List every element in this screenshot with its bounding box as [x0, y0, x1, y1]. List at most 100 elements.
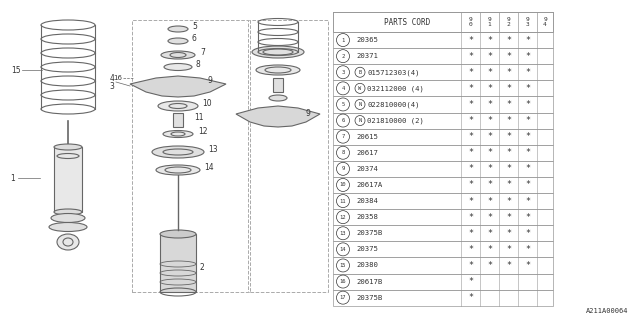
Text: 15: 15 [340, 263, 346, 268]
Text: *: * [506, 245, 511, 254]
Text: *: * [525, 116, 530, 125]
Text: 6: 6 [192, 34, 197, 43]
Bar [160, 234, 196, 292]
Text: *: * [468, 100, 473, 109]
Text: *: * [525, 84, 530, 93]
Text: *: * [487, 52, 492, 61]
Text: PARTS CORD: PARTS CORD [384, 18, 430, 27]
Ellipse shape [168, 38, 188, 44]
Text: *: * [468, 213, 473, 222]
Text: *: * [506, 36, 511, 44]
Text: *: * [468, 52, 473, 61]
Text: N: N [358, 118, 362, 123]
Bar [333, 161, 553, 177]
Bar [333, 177, 553, 193]
Ellipse shape [168, 26, 188, 32]
Text: *: * [525, 148, 530, 157]
Bar [250, 20, 328, 292]
Text: N: N [358, 102, 362, 107]
Bar [333, 274, 553, 290]
Bar [333, 225, 553, 241]
Text: 1: 1 [341, 37, 344, 43]
Bar [132, 20, 248, 292]
Text: 20374: 20374 [356, 166, 378, 172]
Text: 11: 11 [340, 198, 346, 204]
Text: 20358: 20358 [356, 214, 378, 220]
Bar [333, 12, 553, 32]
Text: 9: 9 [208, 76, 213, 85]
Text: *: * [468, 132, 473, 141]
Text: *: * [468, 116, 473, 125]
Text: 3: 3 [341, 70, 344, 75]
Text: 3: 3 [109, 82, 115, 91]
Text: *: * [487, 261, 492, 270]
Text: *: * [487, 132, 492, 141]
Bar [333, 257, 553, 274]
Text: *: * [525, 229, 530, 238]
Text: *: * [525, 196, 530, 205]
Text: *: * [525, 180, 530, 189]
Text: 20371: 20371 [356, 53, 378, 59]
Text: *: * [525, 52, 530, 61]
Text: *: * [525, 100, 530, 109]
Text: 5: 5 [192, 22, 197, 31]
Bar [333, 32, 553, 48]
Polygon shape [130, 76, 226, 97]
Ellipse shape [163, 131, 193, 138]
Text: 2: 2 [341, 54, 344, 59]
Text: 10: 10 [202, 99, 212, 108]
Text: *: * [487, 148, 492, 157]
Text: 022810000(4): 022810000(4) [367, 101, 419, 108]
Bar [333, 209, 553, 225]
Ellipse shape [161, 51, 195, 59]
Text: 8: 8 [196, 60, 201, 69]
Text: *: * [506, 68, 511, 77]
Polygon shape [236, 106, 320, 127]
Bar [333, 96, 553, 113]
Text: *: * [487, 164, 492, 173]
Text: *: * [468, 229, 473, 238]
Text: *: * [468, 277, 473, 286]
Text: *: * [506, 213, 511, 222]
Text: *: * [468, 164, 473, 173]
Text: 13: 13 [340, 231, 346, 236]
Text: 15: 15 [11, 66, 21, 75]
Text: *: * [525, 245, 530, 254]
Bar [333, 241, 553, 257]
Text: *: * [468, 84, 473, 93]
Ellipse shape [49, 222, 87, 231]
Text: 20375B: 20375B [356, 230, 382, 236]
Bar [333, 193, 553, 209]
Bar [273, 78, 283, 92]
Text: *: * [487, 180, 492, 189]
Bar [333, 80, 553, 96]
Text: 20365: 20365 [356, 37, 378, 43]
Text: *: * [468, 148, 473, 157]
Text: *: * [525, 164, 530, 173]
Text: *: * [525, 68, 530, 77]
Ellipse shape [269, 95, 287, 101]
Ellipse shape [156, 165, 200, 175]
Bar [333, 129, 553, 145]
Ellipse shape [54, 144, 82, 150]
Ellipse shape [160, 230, 196, 238]
Text: *: * [487, 36, 492, 44]
Text: *: * [506, 116, 511, 125]
Text: 12: 12 [198, 127, 207, 136]
Text: 9: 9 [341, 166, 344, 171]
Text: 13: 13 [208, 145, 218, 154]
Text: 9
2: 9 2 [507, 17, 510, 27]
Text: 11: 11 [194, 113, 204, 122]
Bar [333, 48, 553, 64]
Text: *: * [506, 164, 511, 173]
Text: *: * [468, 245, 473, 254]
Bar [173, 113, 183, 127]
Text: *: * [468, 68, 473, 77]
Text: A211A00064: A211A00064 [586, 308, 628, 314]
Text: *: * [487, 116, 492, 125]
Ellipse shape [57, 234, 79, 250]
Ellipse shape [256, 65, 300, 75]
Text: *: * [487, 84, 492, 93]
Text: *: * [525, 36, 530, 44]
Text: *: * [468, 196, 473, 205]
